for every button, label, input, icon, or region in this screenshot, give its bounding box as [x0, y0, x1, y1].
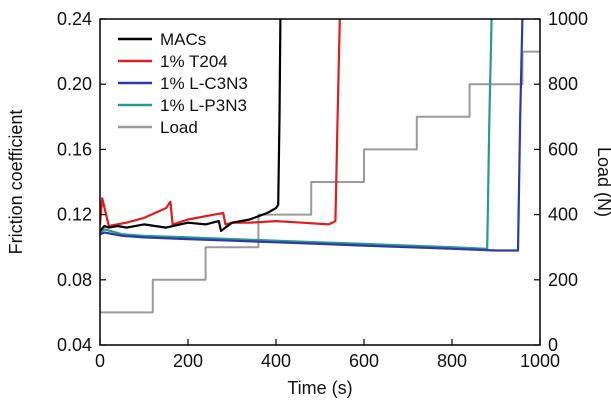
plot-frame: [99, 18, 541, 346]
legend-label: 1% T204: [160, 52, 228, 71]
y2-tick-label: 200: [548, 270, 578, 290]
y-tick-label: 0.20: [57, 74, 92, 94]
y-tick-label: 0.24: [57, 9, 92, 29]
y2-tick-label: 800: [548, 74, 578, 94]
y-tick-label: 0.08: [57, 270, 92, 290]
y2-tick-label: 0: [548, 335, 558, 355]
series-line-1-l-c3n3: [100, 19, 524, 252]
x-tick-label: 0: [95, 351, 105, 371]
y-tick-label: 0.12: [57, 205, 92, 225]
series-line-1-l-p3n3: [100, 19, 493, 250]
y2-axis-title: Load (N): [594, 147, 611, 217]
y2-tick-label: 1000: [548, 9, 588, 29]
legend: MACs 1% T204 1% L-C3N3 1% L-P3N3 Load: [118, 30, 248, 137]
x-axis-title: Time (s): [287, 378, 352, 398]
x-tick-label: 600: [349, 351, 379, 371]
series-line-1-t204: [100, 19, 341, 228]
y-tick-label: 0.16: [57, 139, 92, 159]
x-tick-label: 800: [437, 351, 467, 371]
x-tick-label: 1000: [520, 351, 560, 371]
legend-label: 1% L-P3N3: [160, 96, 247, 115]
y-axis-title: Friction coefficient: [6, 110, 26, 255]
y2-tick-label: 400: [548, 205, 578, 225]
x-tick-label: 200: [173, 351, 203, 371]
y2-tick-label: 600: [548, 139, 578, 159]
x-axis-ticks: 0 200 400 600 800 1000: [95, 339, 560, 371]
plot-lines: [100, 19, 540, 314]
y2-axis-ticks: 0 200 400 600 800 1000: [534, 9, 588, 355]
legend-label: Load: [160, 118, 198, 137]
legend-label: MACs: [160, 30, 206, 49]
x-tick-label: 400: [261, 351, 291, 371]
legend-label: 1% L-C3N3: [160, 74, 248, 93]
series-line-macs: [100, 19, 282, 232]
series-line-load: [100, 50, 540, 314]
y-tick-label: 0.04: [57, 335, 92, 355]
y-axis-ticks: 0.04 0.08 0.12 0.16 0.20 0.24: [57, 9, 106, 355]
